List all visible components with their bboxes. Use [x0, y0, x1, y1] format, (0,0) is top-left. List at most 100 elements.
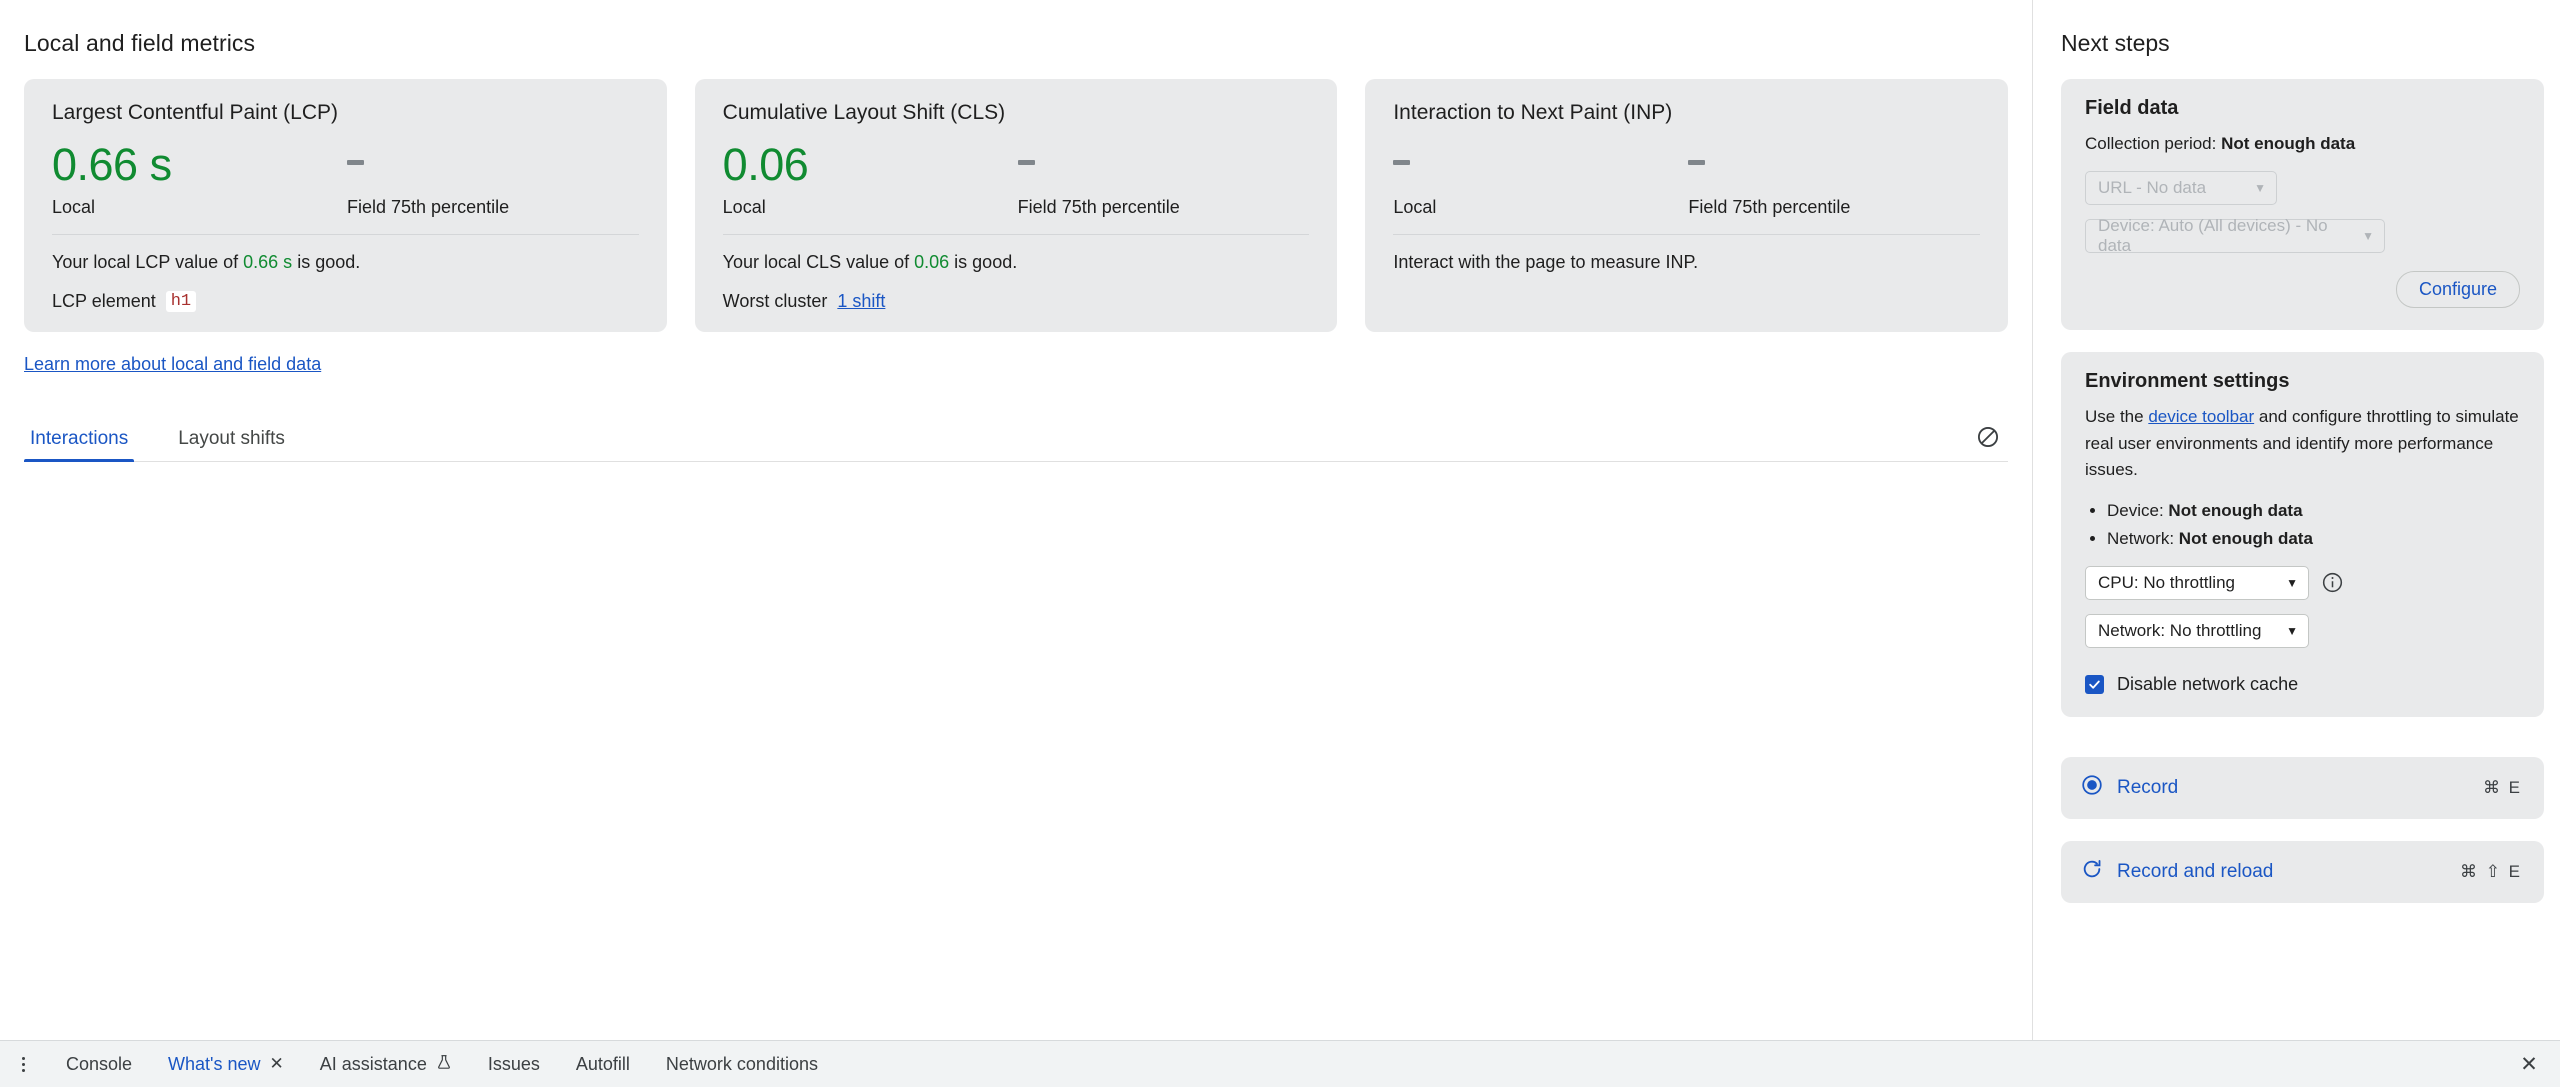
field-data-heading: Field data [2085, 97, 2179, 119]
metric-card-lcp: Largest Contentful Paint (LCP) 0.66 s Lo… [24, 79, 667, 332]
field-data-panel: Field data Collection period: Not enough… [2061, 79, 2544, 331]
drawer-tab-ai-assistance-label: AI assistance [319, 1053, 427, 1074]
field-selects: URL - No data ▼ [2085, 157, 2520, 206]
drawer-tab-issues[interactable]: Issues [470, 1041, 558, 1087]
drawer-tab-whats-new-label: What's new [168, 1053, 261, 1074]
record-label: Record [2117, 776, 2179, 798]
record-shortcut: ⌘ E [2482, 777, 2522, 797]
metric-values: Local Field 75th percentile [1393, 139, 1980, 218]
divider [52, 234, 639, 235]
local-metric: Local [1393, 139, 1688, 218]
configure-row: Configure [2085, 271, 2520, 309]
cpu-throttling-select[interactable]: CPU: No throttling ▼ [2085, 565, 2309, 600]
metric-values: 0.06 Local Field 75th percentile [723, 139, 1310, 218]
note-suffix: is good. [949, 252, 1018, 272]
drawer-tab-console-label: Console [66, 1053, 133, 1074]
tab-interactions[interactable]: Interactions [24, 428, 135, 462]
info-circle-icon[interactable] [2321, 571, 2344, 594]
clear-icon[interactable] [1968, 417, 2008, 457]
configure-button[interactable]: Configure [2395, 271, 2520, 309]
record-button[interactable]: Record ⌘ E [2061, 756, 2544, 819]
network-throttling-row: Network: No throttling ▼ [2085, 600, 2520, 648]
note-value: 0.06 [914, 252, 950, 272]
worst-cluster-row: Worst cluster 1 shift [723, 291, 1310, 312]
card-title: Cumulative Layout Shift (CLS) [722, 101, 1006, 124]
chevron-down-icon: ▼ [2362, 229, 2374, 244]
field-value [1017, 139, 1180, 191]
field-value [1688, 139, 1850, 191]
drawer-close-icon[interactable]: ✕ [2520, 1052, 2538, 1076]
disable-network-cache-row[interactable]: Disable network cache [2085, 674, 2520, 695]
cpu-throttling-row: CPU: No throttling ▼ [2085, 552, 2520, 600]
environment-heading: Environment settings [2085, 370, 2290, 393]
drawer-tab-whats-new[interactable]: What's new ✕ [150, 1041, 302, 1087]
drawer-tab-network-conditions[interactable]: Network conditions [648, 1041, 836, 1087]
record-and-reload-label: Record and reload [2117, 860, 2274, 882]
divider [1393, 234, 1981, 235]
record-and-reload-button[interactable]: Record and reload ⌘ ⇧ E [2061, 840, 2544, 903]
local-label: Local [52, 197, 96, 217]
tab-list: Interactions Layout shifts [24, 413, 329, 462]
local-label: Local [722, 197, 766, 217]
chevron-down-icon: ▼ [2254, 181, 2266, 196]
page-title: Local and field metrics [24, 30, 256, 56]
bullet-network: Network: Not enough data [2107, 525, 2520, 552]
bullet-network-value: Not enough data [2178, 528, 2313, 548]
field-metric: Field 75th percentile [347, 139, 509, 218]
chevron-down-icon: ▼ [2286, 623, 2298, 638]
metric-card-inp: Interaction to Next Paint (INP) Local Fi… [1365, 79, 2009, 332]
no-data-dash-icon [347, 159, 364, 165]
next-steps-sidebar: Next steps Field data Collection period:… [2033, 0, 2560, 1040]
device-select[interactable]: Device: Auto (All devices) - No data ▼ [2085, 216, 2385, 256]
field-metric: Field 75th percentile [1688, 139, 1850, 218]
drawer-tab-console[interactable]: Console [48, 1041, 150, 1087]
environment-bullets: Device: Not enough data Network: Not eno… [2085, 497, 2520, 551]
local-metric: 0.06 Local [723, 139, 1018, 218]
learn-more-link[interactable]: Learn more about local and field data [24, 354, 322, 374]
worst-cluster-link[interactable]: 1 shift [837, 291, 886, 311]
reload-record-icon [2081, 858, 2103, 886]
metric-card-cls: Cumulative Layout Shift (CLS) 0.06 Local… [694, 79, 1338, 332]
sidebar-title: Next steps [2061, 30, 2170, 56]
field-value [347, 139, 509, 191]
local-value: 0.06 [722, 139, 809, 190]
kebab-menu-icon[interactable] [10, 1051, 36, 1077]
note-value: 0.66 s [243, 252, 293, 272]
environment-settings-panel: Environment settings Use the device tool… [2061, 352, 2544, 717]
field-label: Field 75th percentile [1688, 197, 1851, 217]
env-text-after: and configure throttling to simulate rea… [2085, 407, 2519, 480]
checkbox-checked-icon[interactable] [2085, 674, 2104, 694]
env-text-before: Use the [2085, 407, 2149, 427]
field-metric: Field 75th percentile [1017, 139, 1180, 218]
local-label: Local [1393, 197, 1437, 217]
bullet-network-label: Network: [2107, 528, 2179, 548]
panel-body: Local and field metrics Largest Contentf… [0, 0, 2560, 1040]
bullet-device-label: Device: [2107, 501, 2169, 521]
lcp-element-chip[interactable]: h1 [165, 291, 197, 312]
drawer-tab-autofill[interactable]: Autofill [558, 1041, 648, 1087]
device-select-wrap: Device: Auto (All devices) - No data ▼ [2085, 205, 2520, 256]
no-data-dash-icon [1688, 159, 1706, 165]
card-title: Largest Contentful Paint (LCP) [52, 101, 338, 124]
url-select-value: URL - No data [2098, 178, 2207, 198]
divider [722, 234, 1310, 235]
note-prefix: Your local CLS value of [722, 252, 915, 272]
collection-period: Collection period: Not enough data [2085, 131, 2520, 157]
record-circle-icon [2081, 774, 2103, 802]
note-suffix: is good. [292, 252, 361, 272]
note-prefix: Your local LCP value of [52, 252, 244, 272]
device-select-value: Device: Auto (All devices) - No data [2098, 216, 2328, 256]
main-content: Local and field metrics Largest Contentf… [24, 0, 2033, 1040]
url-select[interactable]: URL - No data ▼ [2085, 171, 2277, 206]
tabs-bar: Interactions Layout shifts [24, 413, 2008, 462]
device-toolbar-link[interactable]: device toolbar [2148, 407, 2255, 427]
drawer-tab-network-conditions-label: Network conditions [665, 1053, 818, 1074]
drawer-tab-ai-assistance[interactable]: AI assistance [302, 1041, 470, 1087]
record-and-reload-shortcut: ⌘ ⇧ E [2459, 861, 2522, 881]
tab-layout-shifts[interactable]: Layout shifts [178, 428, 285, 449]
card-note: Your local CLS value of 0.06 is good. [723, 252, 1310, 273]
environment-description: Use the device toolbar and configure thr… [2085, 404, 2520, 483]
close-icon[interactable]: ✕ [269, 1054, 284, 1073]
network-throttling-select[interactable]: Network: No throttling ▼ [2085, 613, 2309, 648]
